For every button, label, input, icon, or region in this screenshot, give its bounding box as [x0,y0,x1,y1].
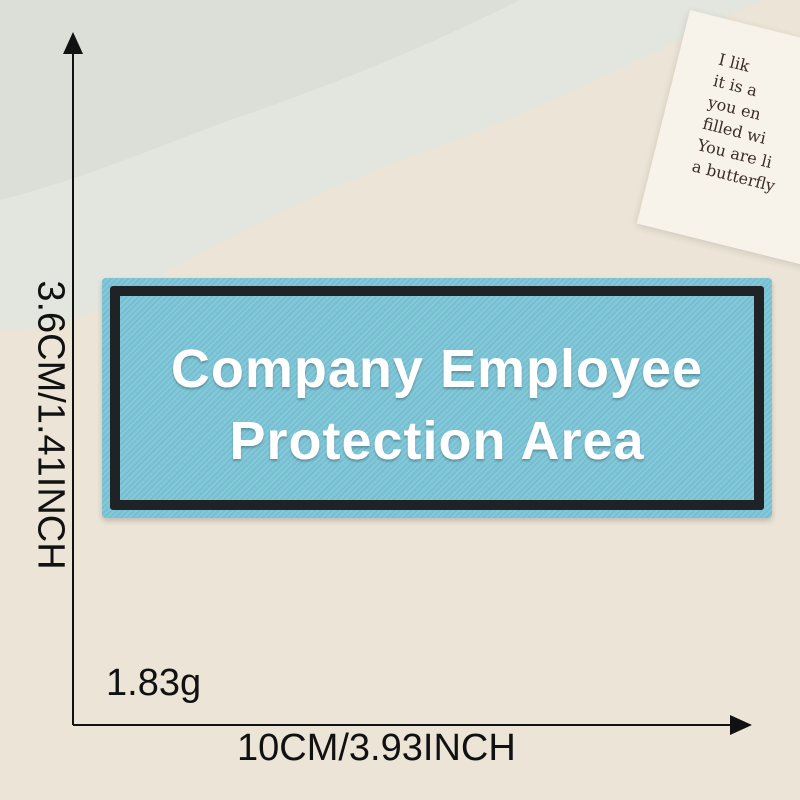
height-dimension-label: 3.6CM/1.41INCH [29,280,72,570]
patch-border [110,286,764,510]
vertical-axis-arrow [63,32,83,54]
embroidered-patch: Company Employee Protection Area [102,278,772,518]
width-dimension-label: 10CM/3.93INCH [237,727,516,769]
patch-line-1: Company Employee [170,339,704,399]
patch-line-2: Protection Area [229,411,645,471]
patch-text: Company Employee Protection Area [102,333,772,477]
tulle-fabric-fold [0,0,520,200]
horizontal-axis-arrow [730,715,752,735]
weight-label: 1.83g [106,662,202,704]
